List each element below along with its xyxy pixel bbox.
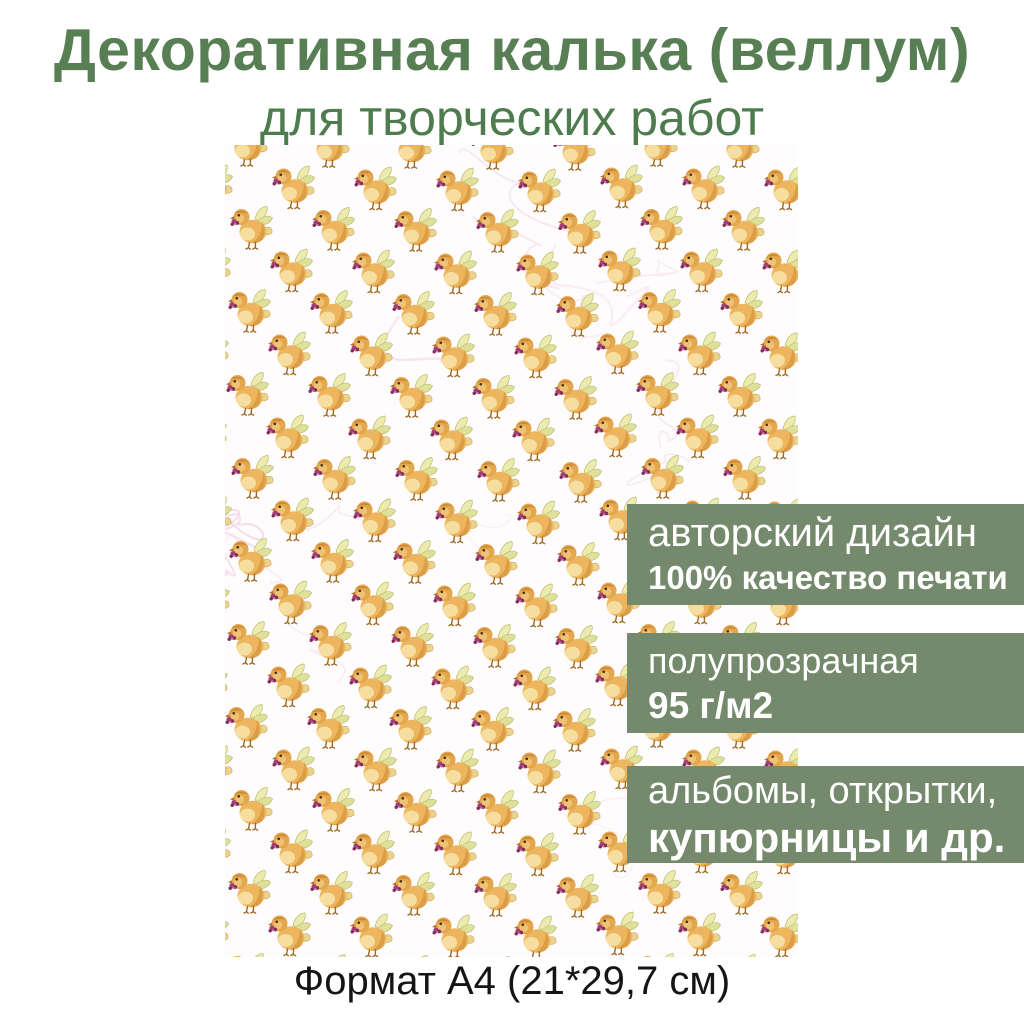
badge-usage-line1: альбомы, открытки, xyxy=(648,770,998,812)
feature-badge-usage: альбомы, открытки, купюрницы и др. xyxy=(627,766,1024,863)
badge-usage-line2: купюрницы и др. xyxy=(648,814,1006,861)
badge-design-line1: авторский дизайн xyxy=(648,511,977,555)
feature-badge-design: авторский дизайн 100% качество печати xyxy=(627,504,1024,605)
badge-paper-line2: 95 г/м2 xyxy=(648,685,774,726)
product-title: Декоративная калька (веллум) xyxy=(53,17,971,83)
product-subtitle: для творческих работ xyxy=(259,90,765,146)
feature-badge-paper-weight: полупрозрачная 95 г/м2 xyxy=(627,633,1024,733)
chick-pattern-image xyxy=(225,145,798,957)
badge-paper-line1: полупрозрачная xyxy=(648,640,919,681)
format-caption: Формат А4 (21*29,7 см) xyxy=(293,959,731,1003)
badge-design-line2: 100% качество печати xyxy=(648,559,1008,596)
